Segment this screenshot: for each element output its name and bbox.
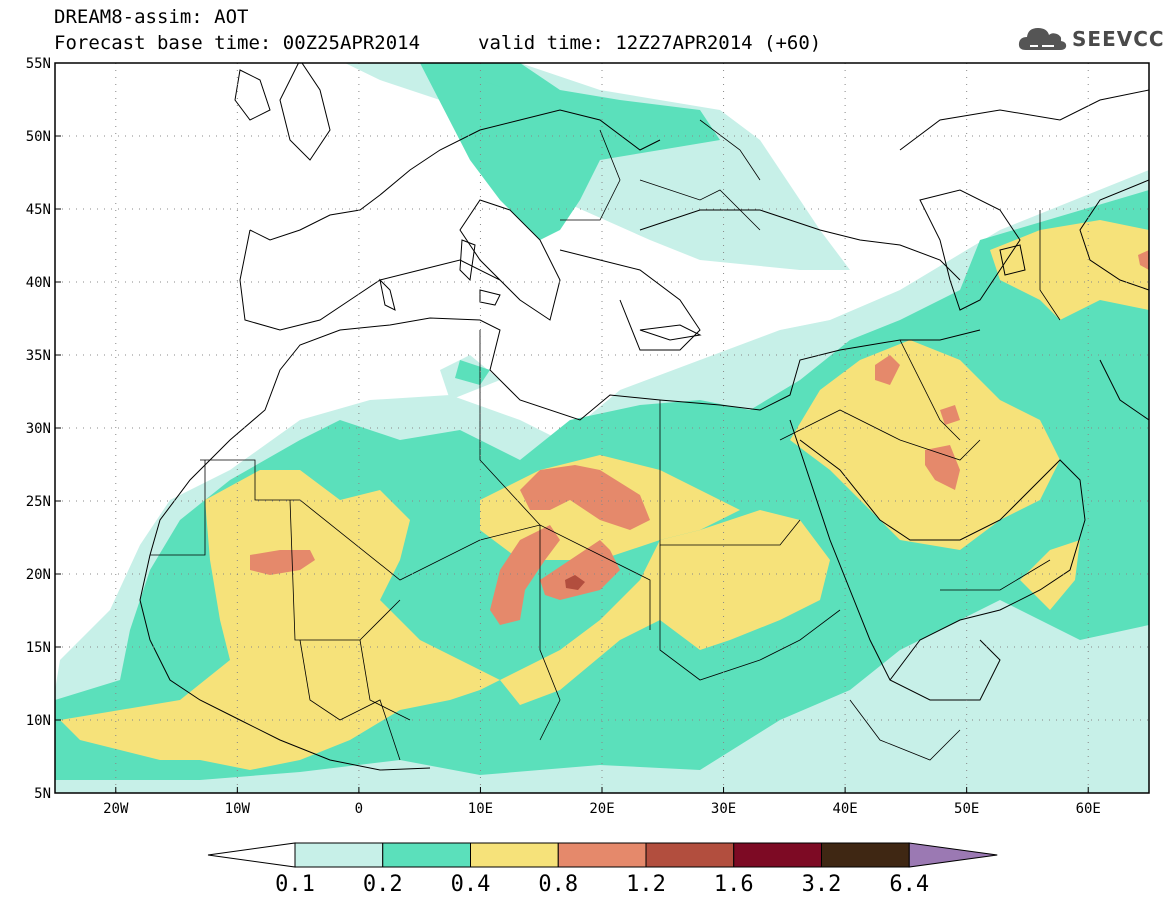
- colorbar-level-label: 0.8: [538, 872, 578, 897]
- valid-time: valid time: 12Z27APR2014 (+60): [478, 32, 822, 54]
- x-tick-label: 50E: [954, 801, 979, 817]
- y-tick-label: 45N: [26, 202, 51, 218]
- y-tick-label: 50N: [26, 129, 51, 145]
- y-tick-label: 35N: [26, 348, 51, 364]
- y-tick-label: 40N: [26, 275, 51, 291]
- y-tick-label: 15N: [26, 640, 51, 656]
- y-tick-label: 5N: [34, 786, 51, 802]
- aot-band-1.2-1.6: [565, 575, 585, 590]
- graticule: [55, 62, 1149, 794]
- x-tick-label: 10W: [225, 801, 251, 817]
- colorbar-swatch: [733, 842, 822, 868]
- map-title: DREAM8-assim: AOT: [54, 6, 249, 28]
- y-tick-label: 20N: [26, 567, 51, 583]
- x-tick-label: 10E: [468, 801, 493, 817]
- x-tick-label: 20E: [589, 801, 614, 817]
- colorbar-swatch: [470, 842, 559, 868]
- colorbar-level-label: 0.4: [451, 872, 491, 897]
- y-tick-label: 55N: [26, 56, 51, 72]
- forecast-base-time: Forecast base time: 00Z25APR2014: [54, 32, 421, 54]
- colorbar-level-label: 0.2: [363, 872, 403, 897]
- colorbar-level-label: 1.2: [626, 872, 666, 897]
- colorbar-swatch: [382, 842, 471, 868]
- colorbar-level-label: 1.6: [714, 872, 754, 897]
- x-axis-labels: 20W 10W 0 10E 20E 30E 40E 50E 60E: [103, 787, 1101, 817]
- colorbar-swatch: [645, 842, 735, 868]
- colorbar-max-arrow: [908, 842, 998, 868]
- colorbar-min-arrow: [207, 842, 296, 868]
- x-tick-label: 0: [355, 801, 363, 817]
- colorbar-level-label: 3.2: [802, 872, 842, 897]
- y-tick-label: 10N: [26, 713, 51, 729]
- coastlines: [139, 63, 1149, 771]
- aot-contours: [55, 63, 1149, 793]
- seevccc-logo: SEEVCCC: [1018, 22, 1165, 56]
- colorbar-swatch: [294, 842, 384, 868]
- x-tick-label: 60E: [1076, 801, 1101, 817]
- colorbar-swatch: [821, 842, 910, 868]
- country-borders: [150, 119, 1061, 761]
- colorbar-level-label: 0.1: [275, 872, 315, 897]
- cloud-icon: [1018, 28, 1067, 50]
- logo-text: SEEVCCC: [1072, 27, 1165, 51]
- colorbar-level-label: 6.4: [889, 872, 929, 897]
- x-tick-label: 30E: [711, 801, 736, 817]
- x-tick-label: 20W: [103, 801, 129, 817]
- colorbar: 0.1 0.2 0.4 0.8 1.2 1.6 3.2 6.4: [207, 842, 998, 897]
- y-axis-labels: 55N 50N 45N 40N 35N 30N 25N 20N 15N 10N 5N: [26, 56, 61, 802]
- time-info: Forecast base time: 00Z25APR2014 valid ti…: [54, 32, 821, 54]
- colorbar-swatch: [557, 842, 647, 868]
- y-tick-label: 30N: [26, 421, 51, 437]
- y-tick-label: 25N: [26, 494, 51, 510]
- x-tick-label: 40E: [832, 801, 857, 817]
